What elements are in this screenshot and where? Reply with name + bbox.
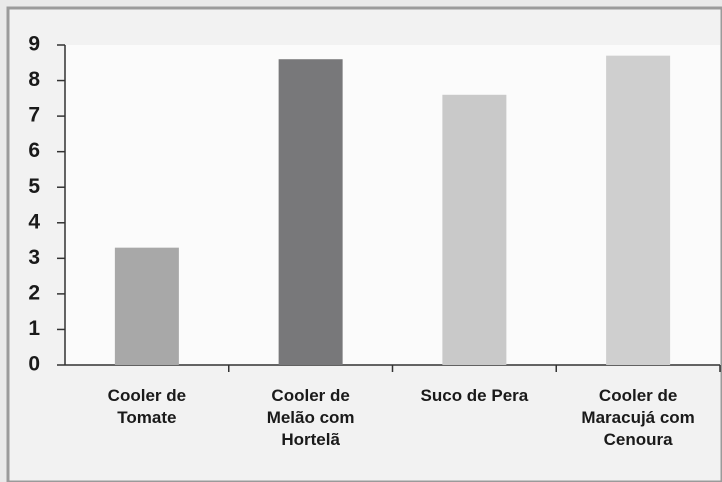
y-tick-label: 6: [28, 139, 40, 162]
x-tick-label: Cooler de Melão com Hortelã: [266, 386, 355, 449]
y-tick-label: 2: [28, 281, 40, 304]
bar: [114, 247, 179, 365]
x-tick-label: Cooler de Tomate: [107, 386, 187, 427]
y-tick-label: 0: [28, 353, 40, 376]
y-tick-label: 1: [28, 317, 40, 340]
bar: [606, 55, 671, 366]
x-tick-label: Cooler de Maracujá com Cenoura: [581, 386, 695, 449]
y-tick-label: 8: [28, 68, 40, 91]
y-tick-label: 7: [28, 104, 40, 127]
y-tick-label: 4: [28, 210, 40, 233]
y-tick-label: 5: [28, 175, 40, 198]
x-tick-label: Suco de Pera: [420, 386, 529, 405]
y-tick-label: 9: [28, 33, 40, 56]
bar: [278, 59, 343, 365]
y-tick-label: 3: [28, 246, 40, 269]
bar: [442, 94, 507, 366]
